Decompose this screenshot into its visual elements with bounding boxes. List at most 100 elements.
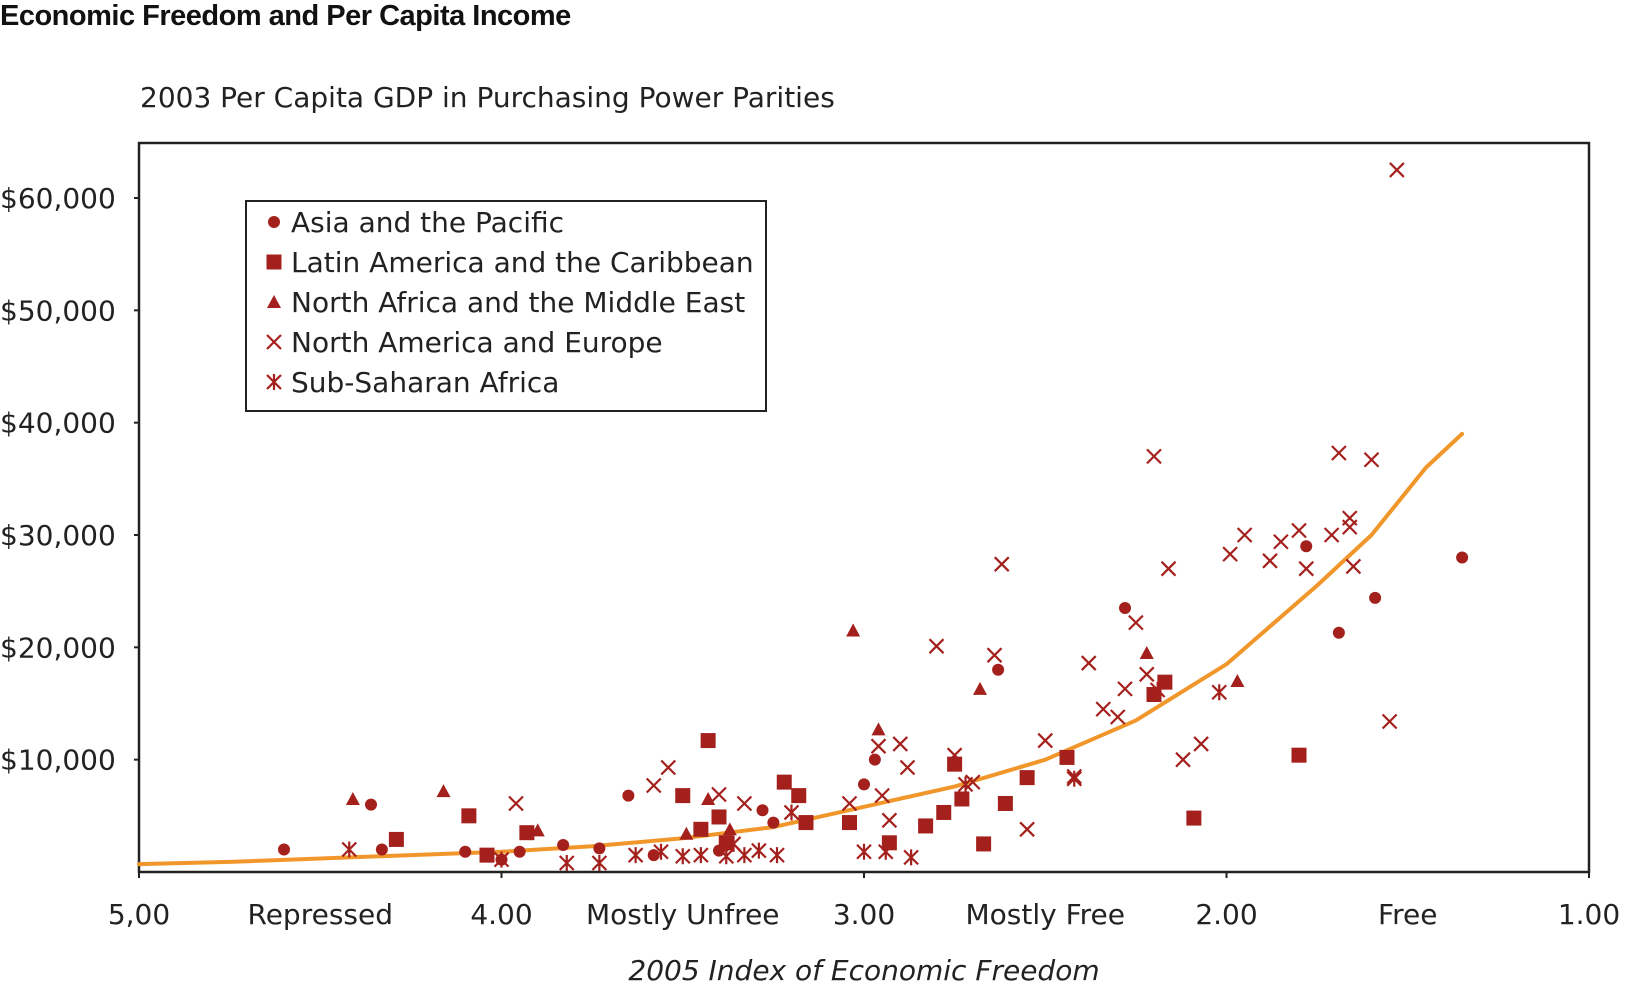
data-point bbox=[459, 845, 472, 858]
data-point bbox=[1389, 162, 1405, 178]
data-point bbox=[591, 855, 608, 872]
data-point bbox=[903, 849, 919, 866]
legend-box bbox=[245, 200, 767, 412]
data-point bbox=[675, 788, 691, 804]
data-point bbox=[1230, 674, 1245, 688]
trend-line bbox=[137, 431, 1465, 867]
legend-marker bbox=[268, 216, 280, 228]
data-point bbox=[1139, 645, 1154, 659]
data-point bbox=[842, 815, 857, 831]
y-tick-label: $20,000 bbox=[0, 631, 116, 664]
data-point bbox=[1381, 713, 1398, 730]
data-point bbox=[868, 753, 881, 766]
data-point bbox=[1037, 732, 1054, 749]
data-point bbox=[711, 786, 727, 803]
data-point bbox=[997, 795, 1013, 811]
data-point bbox=[767, 816, 780, 829]
data-point bbox=[798, 815, 814, 831]
legend-label: North Africa and the Middle East bbox=[291, 286, 745, 319]
data-point bbox=[693, 821, 709, 837]
data-point bbox=[1019, 770, 1035, 786]
data-point bbox=[278, 843, 290, 856]
y-tick-label: $30,000 bbox=[0, 519, 116, 552]
x-tick-label: 4.00 bbox=[470, 898, 532, 931]
x-category-label: Mostly Unfree bbox=[586, 898, 780, 931]
data-point bbox=[722, 822, 737, 836]
data-point bbox=[1222, 546, 1238, 562]
data-point bbox=[479, 847, 495, 863]
chart-subtitle: 2003 Per Capita GDP in Purchasing Power … bbox=[140, 81, 835, 114]
y-axis: $10,000 $20,000 $30,000 $40,000 $50,000 $60,0… bbox=[0, 182, 139, 777]
data-point bbox=[957, 776, 974, 793]
data-point bbox=[1332, 626, 1345, 639]
legend-marker bbox=[266, 254, 282, 270]
page-title: Economic Freedom and Per Capita Income bbox=[0, 0, 571, 32]
data-point bbox=[846, 623, 861, 637]
data-point bbox=[928, 638, 945, 654]
data-point bbox=[899, 759, 916, 776]
data-point bbox=[736, 847, 753, 864]
y-tick-label: $50,000 bbox=[0, 294, 116, 327]
data-point bbox=[871, 722, 886, 736]
data-point bbox=[1300, 540, 1313, 553]
x-tick-label: 1.00 bbox=[1558, 898, 1620, 931]
data-point bbox=[693, 847, 709, 864]
trend-layer bbox=[137, 431, 1465, 867]
data-point bbox=[1456, 551, 1469, 564]
data-point bbox=[881, 812, 898, 829]
data-point bbox=[936, 804, 952, 820]
data-point bbox=[783, 804, 800, 821]
data-point bbox=[627, 847, 644, 864]
data-point bbox=[1273, 533, 1289, 550]
y-tick-label: $10,000 bbox=[0, 744, 116, 777]
legend: Asia and the Pacific Latin America and th… bbox=[245, 200, 767, 412]
data-point bbox=[1080, 655, 1097, 671]
data-point bbox=[660, 759, 677, 776]
data-point bbox=[1291, 522, 1307, 539]
data-point bbox=[375, 843, 388, 856]
data-point bbox=[365, 798, 377, 811]
data-point bbox=[973, 681, 987, 695]
data-point bbox=[519, 825, 535, 841]
data-point bbox=[1109, 709, 1126, 725]
data-point bbox=[1149, 682, 1166, 699]
legend-label: North America and Europe bbox=[291, 326, 663, 359]
data-point bbox=[1019, 821, 1035, 838]
data-point bbox=[954, 791, 970, 807]
data-point bbox=[1128, 614, 1144, 631]
data-point bbox=[791, 788, 807, 804]
legend-items: Asia and the Pacific Latin America and th… bbox=[266, 206, 754, 399]
data-point bbox=[1146, 448, 1162, 465]
data-point bbox=[756, 804, 769, 817]
points-layer bbox=[278, 162, 1469, 872]
data-point bbox=[776, 774, 792, 790]
data-point bbox=[647, 849, 660, 862]
legend-label: Asia and the Pacific bbox=[291, 206, 564, 239]
y-tick-label: $40,000 bbox=[0, 407, 116, 440]
x-tick-label: 2.00 bbox=[1195, 898, 1257, 931]
data-point bbox=[1211, 684, 1228, 701]
data-point bbox=[558, 855, 575, 872]
data-point bbox=[645, 777, 662, 794]
data-point bbox=[841, 795, 858, 812]
data-point bbox=[508, 795, 524, 812]
data-point bbox=[1236, 527, 1253, 543]
data-point bbox=[1186, 810, 1202, 826]
data-point bbox=[1331, 445, 1347, 461]
data-point bbox=[1066, 770, 1083, 787]
data-point bbox=[874, 787, 890, 804]
data-point bbox=[1291, 747, 1307, 763]
data-point bbox=[877, 843, 894, 860]
data-point bbox=[1193, 736, 1209, 752]
x-tick-label: 5,00 bbox=[108, 898, 170, 931]
data-point bbox=[718, 848, 735, 865]
data-point bbox=[1119, 602, 1131, 615]
legend-marker bbox=[267, 295, 281, 308]
x-category-label: Free bbox=[1378, 898, 1437, 931]
data-point bbox=[751, 842, 767, 859]
data-point bbox=[1095, 701, 1112, 717]
series-circle bbox=[278, 540, 1469, 866]
data-point bbox=[1363, 451, 1380, 468]
data-point bbox=[858, 778, 870, 791]
data-point bbox=[700, 733, 716, 749]
